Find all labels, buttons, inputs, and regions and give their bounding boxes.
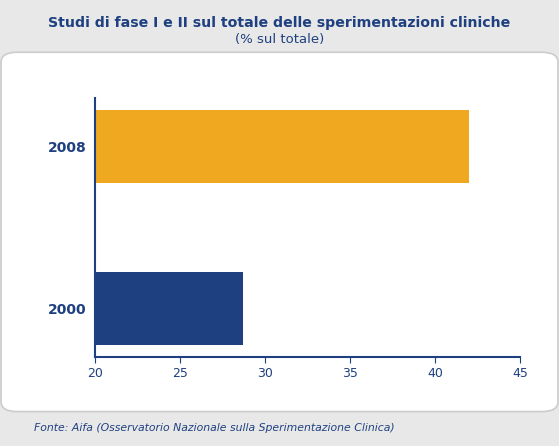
Text: (% sul totale): (% sul totale) (235, 33, 324, 46)
Text: Fonte: Aifa (Osservatorio Nazionale sulla Sperimentazione Clinica): Fonte: Aifa (Osservatorio Nazionale sull… (34, 423, 394, 433)
FancyBboxPatch shape (1, 52, 558, 412)
Bar (95, 272, 243, 345)
Bar (95, 110, 469, 183)
Text: Studi di fase I e II sul totale delle sperimentazioni cliniche: Studi di fase I e II sul totale delle sp… (49, 16, 510, 29)
